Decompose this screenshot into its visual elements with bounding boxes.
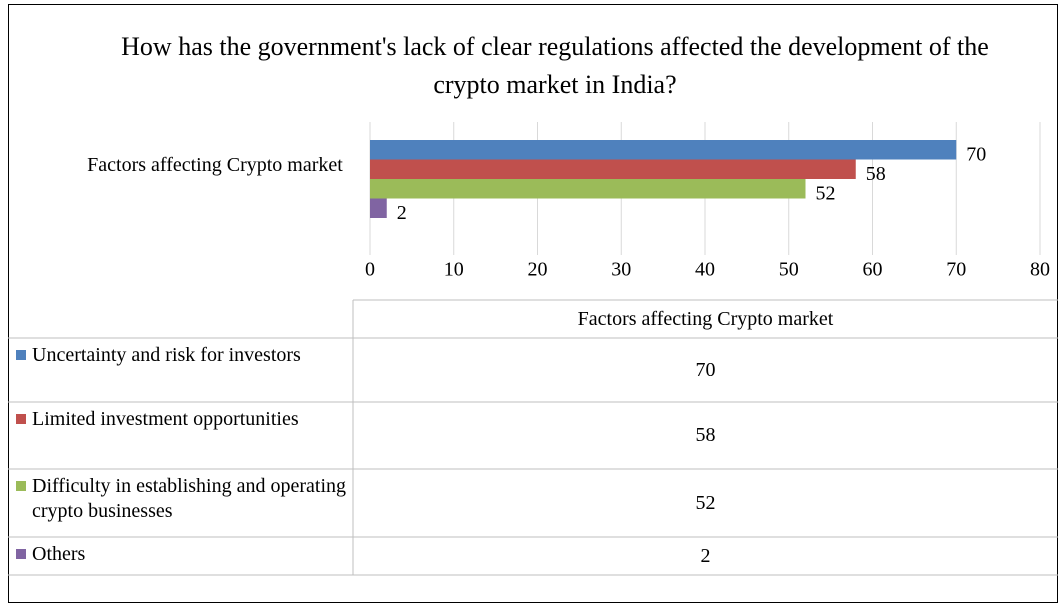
legend-key (16, 414, 26, 424)
bar (370, 179, 806, 199)
bar (370, 198, 387, 218)
data-label: 58 (866, 163, 886, 185)
x-tick-label: 80 (1030, 259, 1050, 281)
x-tick-label: 10 (444, 259, 464, 281)
legend-key (16, 350, 26, 360)
y-tick-label: Factors affecting Crypto market (87, 154, 343, 176)
legend-label: Limited investment opportunities (32, 408, 299, 430)
data-label: 2 (397, 202, 407, 224)
table-value: 52 (695, 492, 716, 514)
x-tick-label: 30 (611, 259, 631, 281)
legend-key (16, 481, 26, 491)
table-value: 58 (695, 424, 716, 446)
x-tick-label: 70 (946, 259, 966, 281)
legend-label: Uncertainty and risk for investors (32, 344, 301, 366)
table-value: 2 (700, 545, 711, 567)
table-header: Factors affecting Crypto market (577, 308, 834, 330)
bar (370, 140, 957, 160)
chart-border (8, 4, 1058, 603)
legend-key (16, 549, 26, 559)
x-tick-label: 20 (528, 259, 548, 281)
legend-label: Others (32, 543, 86, 565)
table-value: 70 (695, 359, 716, 381)
x-tick-label: 0 (365, 259, 375, 281)
chart-title: How has the government's lack of clear r… (121, 32, 989, 99)
x-tick-label: 40 (695, 259, 715, 281)
data-label: 70 (966, 143, 986, 165)
legend-label: Difficulty in establishing and operating… (32, 475, 347, 522)
data-label: 52 (816, 182, 836, 204)
x-tick-label: 60 (863, 259, 883, 281)
x-tick-label: 50 (779, 259, 799, 281)
bar (370, 159, 856, 179)
